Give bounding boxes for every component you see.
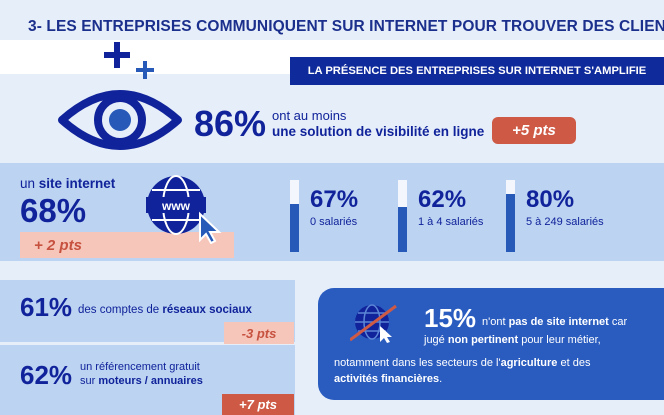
visibility-delta-badge: +5 pts: [492, 117, 576, 144]
no-site-line4: activités financières.: [334, 373, 443, 385]
website-percent: 68%: [20, 192, 87, 229]
stat-pct: 67%: [310, 186, 359, 213]
stat-label: 0 salariés: [310, 216, 358, 228]
referencing-line1: un référencement gratuit: [80, 361, 200, 373]
stat-bar: [290, 180, 299, 252]
stat-bar-fill: [506, 194, 515, 252]
referencing-delta-badge: +7 pts: [222, 394, 294, 415]
website-delta-badge: + 2 pts: [20, 232, 234, 258]
stat-bar: [506, 180, 515, 252]
banner-heading: LA PRÉSENCE DES ENTREPRISES SUR INTERNET…: [290, 57, 664, 85]
visibility-line2: une solution de visibilité en ligne: [272, 124, 485, 139]
globe-crossed-icon: [350, 304, 397, 343]
stat-1to4salaries: [398, 180, 407, 252]
plus-small-icon: [136, 61, 154, 79]
social-text: des comptes de réseaux sociaux: [78, 304, 252, 316]
no-site-line2: jugé non pertinent pour leur métier,: [424, 334, 601, 346]
stat-pct: 80%: [526, 186, 575, 213]
stat-label: 1 à 4 salariés: [418, 216, 484, 228]
eye-icon: [58, 90, 182, 150]
stat-label: 5 à 249 salariés: [526, 216, 604, 228]
referencing-line2: sur moteurs / annuaires: [80, 375, 203, 387]
stat-5to249salaries: [506, 180, 515, 252]
svg-text:www: www: [161, 199, 191, 213]
stat-bar: [398, 180, 407, 252]
globe-www-icon: www: [146, 175, 222, 244]
no-site-line1: n'ont pas de site internet car: [482, 316, 628, 328]
no-site-line3: notamment dans les secteurs de l'agricul…: [334, 357, 591, 369]
website-label: un site internet: [20, 176, 116, 191]
page-title: 3- LES ENTREPRISES COMMUNIQUENT SUR INTE…: [28, 18, 664, 35]
visibility-percent: 86%: [194, 103, 267, 144]
referencing-percent: 62%: [20, 360, 73, 390]
social-percent: 61%: [20, 292, 73, 322]
stat-bar-fill: [398, 207, 407, 252]
stat-0salaries: [290, 180, 299, 252]
visibility-line1: ont au moins: [272, 108, 347, 123]
plus-icon: [104, 42, 130, 68]
social-delta-badge: -3 pts: [224, 322, 294, 344]
stat-pct: 62%: [418, 186, 467, 213]
stat-bar-fill: [290, 203, 299, 252]
no-site-percent: 15%: [424, 303, 477, 333]
